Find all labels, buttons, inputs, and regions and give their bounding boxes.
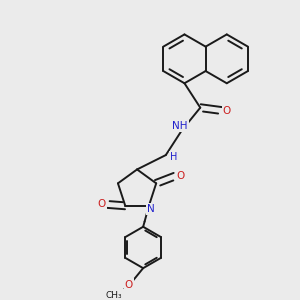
Text: CH₃: CH₃ [106, 291, 122, 300]
Text: O: O [176, 171, 184, 181]
Text: O: O [125, 280, 133, 290]
Text: N: N [147, 204, 155, 214]
Text: NH: NH [172, 121, 188, 131]
Text: H: H [170, 152, 178, 162]
Text: O: O [97, 200, 106, 209]
Text: O: O [223, 106, 231, 116]
